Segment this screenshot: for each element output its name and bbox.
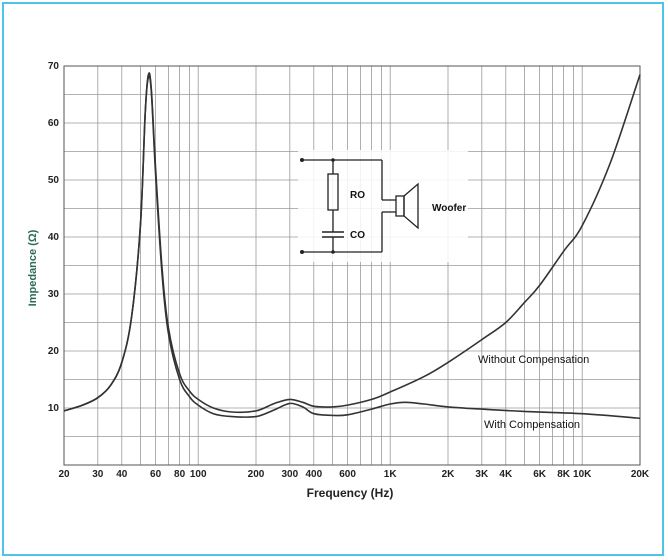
- annotation-without-compensation: Without Compensation: [478, 354, 589, 366]
- x-tick-label: 6K: [533, 469, 547, 480]
- curve-with-compensation: [63, 75, 641, 420]
- node-top: [331, 158, 335, 162]
- x-tick-label: 400: [305, 469, 322, 480]
- x-tick-label: 60: [150, 469, 162, 480]
- circuit-background: [298, 150, 468, 262]
- y-tick-label: 30: [48, 289, 60, 300]
- y-tick-label: 70: [48, 61, 60, 72]
- plot-border: [63, 65, 641, 466]
- y-axis-label: Impedance (Ω): [27, 229, 39, 306]
- x-tick-label: 10K: [573, 469, 592, 480]
- x-tick-label: 30: [92, 469, 104, 480]
- node-bottom: [331, 250, 335, 254]
- capacitor-label: CO: [350, 230, 365, 241]
- x-tick-label: 2K: [442, 469, 456, 480]
- curves: [63, 72, 641, 420]
- x-tick-label: 4K: [499, 469, 513, 480]
- annotation-with-compensation: With Compensation: [484, 419, 580, 431]
- x-tick-label: 100: [190, 469, 207, 480]
- x-tick-label: 1K: [384, 469, 398, 480]
- speaker-cone-icon: [403, 182, 419, 230]
- y-tick-label: 20: [48, 346, 60, 357]
- x-tick-label: 80: [174, 469, 186, 480]
- x-tick-label: 600: [339, 469, 356, 480]
- x-tick-labels: 20 30 40 60 80 100 200 300 400 600 1K 2K 3K 4K 6K 8K 10K…: [58, 469, 650, 480]
- x-tick-label: 40: [116, 469, 128, 480]
- x-tick-label: 3K: [475, 469, 489, 480]
- y-tick-label: 10: [48, 403, 60, 414]
- x-tick-label: 200: [248, 469, 265, 480]
- woofer-label: Woofer: [432, 203, 466, 214]
- y-tick-label: 60: [48, 118, 60, 129]
- y-tick-labels: 10 20 30 40 50 60 70: [48, 61, 60, 414]
- x-tick-label: 8K: [557, 469, 571, 480]
- circuit-diagram: RO CO Woofer: [298, 150, 468, 262]
- x-tick-label: 20K: [631, 469, 650, 480]
- x-tick-label: 300: [281, 469, 298, 480]
- y-tick-label: 50: [48, 175, 60, 186]
- y-tick-label: 40: [48, 232, 60, 243]
- x-axis-label: Frequency (Hz): [307, 486, 394, 500]
- x-tick-label: 20: [58, 469, 70, 480]
- resistor-label: RO: [350, 190, 365, 201]
